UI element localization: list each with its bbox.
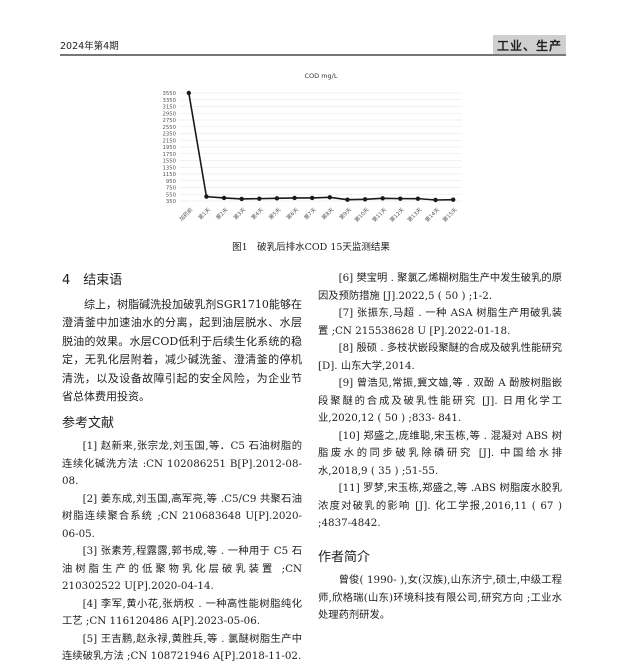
series-line — [188, 92, 454, 201]
conclusion-heading: 4 结束语 — [62, 273, 123, 288]
data-point — [239, 196, 244, 202]
reference-item: [5] 王吉鹏,赵永禄,黄胜兵,等 . 氯醚树脂生产中连续破乳方法 ;CN 10… — [62, 632, 302, 663]
data-point — [450, 197, 456, 202]
x-tick-label: 第7天 — [302, 205, 318, 221]
reference-item: [1] 赵新来,张宗龙,刘玉国,等．C5 石油树脂的连续化碱洗方法 :CN 10… — [62, 440, 302, 487]
y-tick-label: 3150 — [163, 105, 177, 111]
data-point — [380, 196, 385, 201]
data-point — [327, 195, 333, 200]
x-tick-label: 第1天 — [196, 205, 212, 221]
references-heading: 参考文献 — [62, 415, 115, 431]
reference-item: [8] 殷硕 . 多枝状嵌段聚醚的合成及破乳性能研究 [D]. 山东大学,201… — [318, 342, 562, 372]
data-point — [221, 195, 227, 201]
data-point — [398, 196, 403, 201]
y-tick-label: 2550 — [163, 125, 177, 131]
reference-item: [6] 樊宝明 . 聚氯乙烯糊树脂生产中发生破乳的原因及预防措施 [J].202… — [318, 272, 562, 302]
y-tick-label: 3550 — [163, 91, 177, 97]
conclusion-text: 综上，树脂碱洗投加破乳剂SGR1710能够在澄清釜中加速油水的分离，起到油层脱水… — [62, 297, 302, 404]
x-tick-label: 第12天 — [388, 205, 406, 223]
y-tick-label: 1750 — [163, 152, 177, 158]
left-column: 4 结束语 综上，树脂碱洗投加破乳剂SGR1710能够在澄清釜中加速油水的分离，… — [62, 270, 302, 666]
y-tick-label: 350 — [166, 199, 177, 205]
x-tick-label: 第2天 — [214, 205, 230, 221]
reference-item: [7] 张振东,马超 . 一种 ASA 树脂生产用破乳装置 ;CN 215538… — [318, 307, 562, 337]
y-tick-label: 2150 — [163, 138, 177, 144]
x-tick-label: 第5天 — [267, 205, 283, 221]
reference-item: [3] 张素芳,程露露,郭书成,等 . 一种用于 C5 石油树脂生产的低聚物乳化… — [62, 545, 302, 592]
section-label: 工业、生产 — [492, 35, 566, 56]
author-bio: 曾俊( 1990- ),女(汉族),山东济宁,硕士,中级工程师,欣格瑞(山东)环… — [318, 574, 562, 621]
author-heading: 作者简介 — [318, 549, 371, 565]
chart-title: COD mg/L — [305, 72, 338, 80]
data-point — [186, 90, 192, 96]
y-tick-label: 2750 — [163, 118, 177, 124]
x-tick-label: 第14天 — [423, 205, 441, 223]
reference-item: [11] 罗梦,宋玉栋,郑盛之,等 .ABS 树脂废水胶乳浓度对破乳的影响 [J… — [318, 482, 562, 529]
x-tick-label: 第6天 — [284, 205, 300, 221]
data-point — [204, 194, 209, 199]
figure-caption: 图1 破乳后排水COD 15天监测结果 — [232, 242, 390, 253]
x-tick-label: 第11天 — [370, 205, 388, 223]
y-tick-label: 1350 — [163, 165, 177, 171]
reference-item: [10] 郑盛之,庞维聪,宋玉栋,等 . 混凝对 ABS 树脂废水的同步破乳除磷… — [318, 429, 562, 477]
x-tick-label: 第15天 — [441, 205, 459, 223]
reference-item: [2] 姜东成,刘玉国,高军亮,等 .C5/C9 共聚石油树脂连续聚合系统 ;C… — [62, 492, 302, 540]
reference-item: [4] 李军,黄小花,张炳权 . 一种高性能树脂纯化工艺 ;CN 1161204… — [62, 597, 302, 628]
data-point — [292, 195, 297, 201]
x-tick-label: 第13天 — [405, 205, 423, 223]
x-tick-label: 第8天 — [320, 205, 336, 221]
issue-label: 2024年第4期 — [60, 41, 119, 52]
reference-item: [9] 曾浩见,常振,冀文雄,等 . 双酚 A 酚胺树脂嵌段聚醚的合成及破乳性能… — [318, 377, 562, 424]
y-tick-label: 950 — [166, 179, 177, 185]
y-tick-label: 550 — [166, 192, 177, 198]
x-tick-label: 加药前 — [177, 206, 194, 223]
data-point — [257, 196, 262, 201]
cod-line-chart: COD mg/L 35503350315029502750255023502150… — [163, 72, 462, 224]
x-tick-label: 第3天 — [232, 205, 248, 221]
x-tick-label: 第4天 — [249, 205, 265, 221]
data-point — [345, 197, 350, 202]
y-tick-label: 1150 — [163, 172, 177, 178]
y-tick-label: 3350 — [163, 98, 177, 104]
header-rule — [60, 54, 566, 56]
right-column: [6] 樊宝明 . 聚氯乙烯糊树脂生产中发生破乳的原因及预防措施 [J].202… — [318, 270, 562, 625]
data-point — [309, 195, 315, 201]
data-point — [362, 197, 368, 202]
x-tick-label: 第10天 — [353, 205, 371, 223]
data-point — [415, 196, 421, 201]
y-tick-label: 750 — [166, 186, 177, 192]
data-point — [274, 196, 280, 201]
x-tick-label: 第9天 — [337, 205, 353, 221]
y-tick-label: 2350 — [163, 132, 177, 138]
y-tick-label: 2950 — [163, 111, 177, 117]
data-point — [433, 197, 438, 203]
y-tick-label: 1550 — [163, 159, 177, 165]
y-tick-label: 1950 — [163, 145, 177, 151]
